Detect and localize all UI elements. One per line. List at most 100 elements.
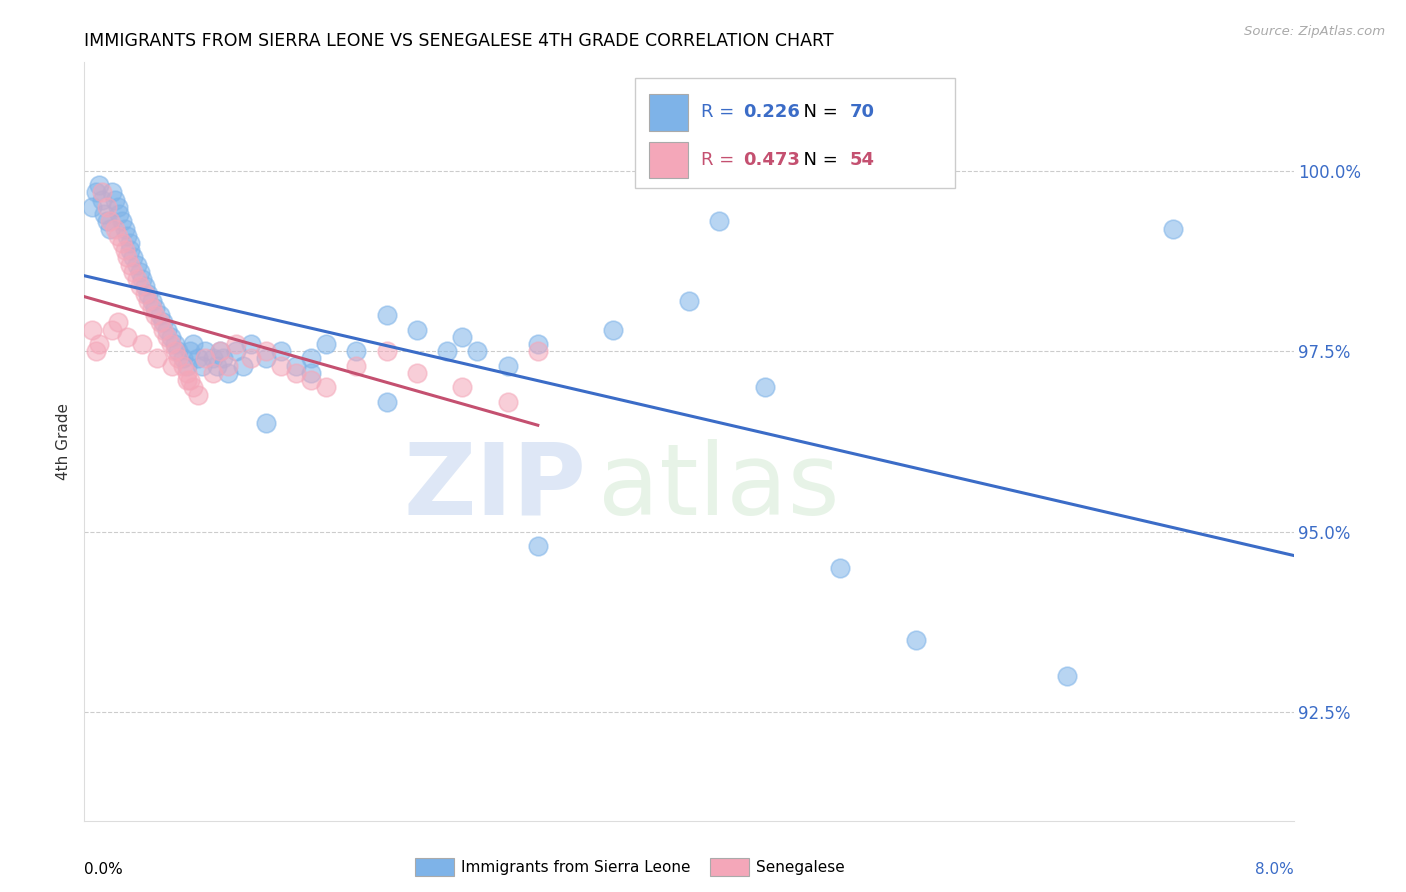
Point: [152, 315, 174, 329]
Point: [134, 279, 156, 293]
Text: R =: R =: [702, 152, 740, 169]
Point: [207, 359, 229, 373]
Point: [270, 359, 292, 373]
Point: [121, 265, 143, 279]
Point: [194, 351, 217, 366]
Text: 0.226: 0.226: [744, 103, 800, 121]
Point: [118, 243, 141, 257]
Point: [209, 344, 232, 359]
Text: 0.0%: 0.0%: [84, 863, 124, 878]
Point: [160, 359, 183, 373]
Point: [496, 359, 519, 373]
Point: [131, 272, 153, 286]
Point: [167, 351, 190, 366]
Bar: [650, 95, 688, 130]
Point: [451, 380, 474, 394]
Point: [172, 351, 194, 366]
Text: atlas: atlas: [599, 439, 839, 535]
Point: [406, 323, 429, 337]
Point: [232, 359, 254, 373]
Point: [299, 351, 322, 366]
Point: [436, 344, 458, 359]
Point: [86, 186, 108, 200]
Point: [131, 337, 153, 351]
Point: [91, 186, 114, 200]
Point: [118, 235, 141, 250]
Point: [346, 344, 368, 359]
Point: [315, 380, 337, 394]
Point: [114, 221, 136, 235]
Text: 0.473: 0.473: [744, 152, 800, 169]
Point: [89, 178, 111, 193]
Text: ZIP: ZIP: [404, 439, 586, 535]
Point: [96, 214, 118, 228]
Point: [181, 380, 204, 394]
Point: [217, 366, 239, 380]
Point: [141, 293, 163, 308]
Point: [104, 193, 127, 207]
Point: [100, 323, 122, 337]
Point: [299, 366, 322, 380]
Text: Source: ZipAtlas.com: Source: ZipAtlas.com: [1244, 25, 1385, 38]
Point: [375, 394, 398, 409]
Point: [270, 344, 292, 359]
Point: [527, 539, 550, 553]
Point: [96, 200, 118, 214]
Point: [121, 251, 143, 265]
Point: [830, 561, 852, 575]
Y-axis label: 4th Grade: 4th Grade: [56, 403, 72, 480]
Point: [254, 417, 277, 431]
Point: [496, 394, 519, 409]
Point: [86, 344, 108, 359]
Point: [225, 337, 247, 351]
Point: [194, 344, 217, 359]
Point: [176, 373, 198, 387]
Point: [104, 221, 127, 235]
Point: [179, 344, 201, 359]
Point: [191, 359, 214, 373]
Point: [904, 633, 927, 648]
Point: [159, 330, 181, 344]
Text: 8.0%: 8.0%: [1254, 863, 1294, 878]
Point: [98, 214, 121, 228]
Point: [152, 323, 174, 337]
Point: [187, 387, 209, 401]
Point: [129, 265, 152, 279]
Text: 54: 54: [849, 152, 875, 169]
Point: [115, 228, 138, 243]
Text: N =: N =: [792, 103, 844, 121]
Point: [181, 337, 204, 351]
Point: [80, 323, 103, 337]
Point: [201, 366, 224, 380]
Point: [299, 373, 322, 387]
Point: [91, 193, 114, 207]
Point: [89, 337, 111, 351]
Point: [115, 251, 138, 265]
Point: [239, 351, 262, 366]
Text: Senegalese: Senegalese: [756, 860, 845, 874]
Point: [451, 330, 474, 344]
Point: [107, 228, 129, 243]
Point: [527, 337, 550, 351]
Point: [134, 286, 156, 301]
Point: [172, 359, 194, 373]
Text: Immigrants from Sierra Leone: Immigrants from Sierra Leone: [461, 860, 690, 874]
Point: [176, 359, 198, 373]
Text: IMMIGRANTS FROM SIERRA LEONE VS SENEGALESE 4TH GRADE CORRELATION CHART: IMMIGRANTS FROM SIERRA LEONE VS SENEGALE…: [84, 32, 834, 50]
Point: [239, 337, 262, 351]
Point: [179, 373, 201, 387]
FancyBboxPatch shape: [634, 78, 955, 187]
Point: [93, 207, 115, 221]
Point: [467, 344, 489, 359]
Point: [80, 200, 103, 214]
Point: [100, 186, 122, 200]
Point: [159, 337, 181, 351]
Point: [254, 351, 277, 366]
Point: [217, 359, 239, 373]
Point: [111, 214, 134, 228]
Point: [149, 315, 172, 329]
Point: [678, 293, 700, 308]
Point: [98, 221, 121, 235]
Point: [754, 380, 776, 394]
Point: [145, 308, 167, 322]
